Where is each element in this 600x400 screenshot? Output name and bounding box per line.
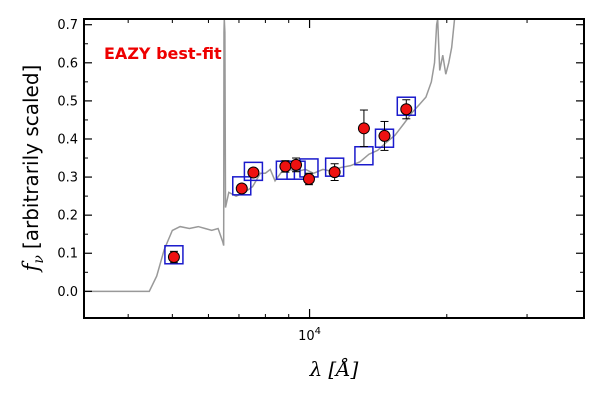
y-tick-label: 0.1	[57, 247, 78, 262]
model-flux-box	[164, 245, 184, 265]
axes: 0.0 0.1 0.2 0.3 0.4 0.5 0.6 0.7 104	[57, 18, 585, 344]
x-axis-unit: [Å]	[328, 356, 358, 381]
observed-point	[357, 122, 370, 135]
x-tick-exponent: 4	[315, 326, 321, 337]
x-axis-label: λ [Å]	[309, 356, 359, 381]
y-tick-label: 0.5	[57, 94, 78, 109]
y-tick-label: 0.7	[57, 18, 78, 33]
observed-point	[279, 160, 292, 173]
plot-frame	[83, 18, 585, 319]
y-axis-subscript: ν	[31, 255, 47, 264]
y-tick-label: 0.3	[57, 171, 78, 186]
model-flux-box	[232, 176, 252, 196]
y-axis-label: fν [arbitrarily scaled]	[19, 65, 47, 274]
y-tick-label: 0.6	[57, 56, 78, 71]
model-flux-box	[243, 161, 264, 182]
observed-point	[247, 166, 260, 179]
annotation-label: EAZY best-fit	[104, 44, 222, 63]
y-tick-label: 0.2	[57, 209, 78, 224]
observed-point	[167, 251, 180, 264]
observed-point	[235, 182, 248, 195]
x-axis-symbol: λ	[309, 357, 323, 381]
y-tick-label: 0.0	[57, 285, 78, 300]
y-tick-label: 0.4	[57, 132, 78, 147]
observed-point	[290, 158, 303, 171]
plot-area	[84, 19, 456, 293]
x-tick-label: 104	[298, 326, 321, 344]
y-axis-symbol: f	[19, 260, 43, 273]
x-tick-base: 10	[298, 329, 315, 344]
y-axis-text: [arbitrarily scaled]	[19, 65, 43, 249]
observed-point	[302, 172, 315, 185]
observed-point	[328, 166, 341, 179]
observed-point	[378, 129, 391, 142]
observed-point	[400, 103, 413, 116]
